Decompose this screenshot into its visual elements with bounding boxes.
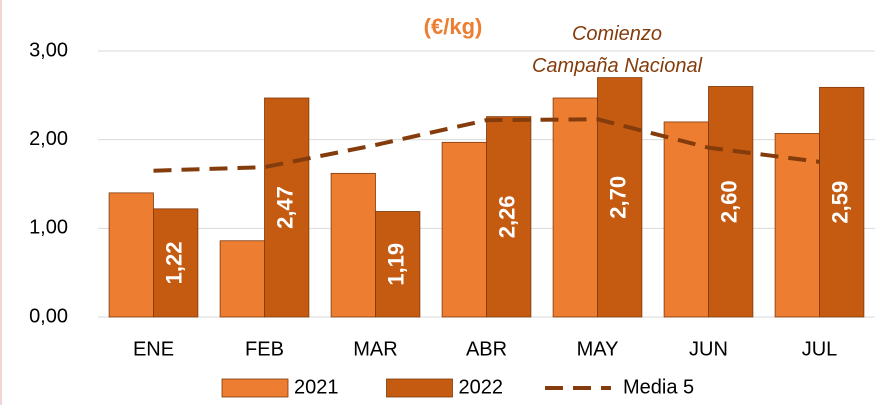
legend-swatch	[386, 378, 453, 398]
x-tick-label: FEB	[245, 338, 284, 360]
bar	[708, 86, 754, 318]
data-label: 1,19	[384, 243, 409, 286]
bar	[330, 172, 376, 318]
chart-title: (€/kg)	[424, 14, 483, 39]
bar	[486, 116, 532, 318]
y-tick-label: 0,00	[29, 305, 68, 327]
bar	[264, 97, 310, 318]
legend-label: 2022	[459, 376, 504, 398]
data-label: 2,26	[495, 195, 520, 238]
data-label: 2,47	[273, 186, 298, 229]
bar	[375, 211, 421, 318]
data-label: 2,59	[828, 181, 853, 224]
x-tick-label: MAY	[577, 338, 619, 360]
legend-swatch	[221, 378, 289, 398]
x-tick-label: ABR	[466, 338, 507, 360]
line	[153, 117, 820, 173]
x-tick-label: ENE	[133, 338, 174, 360]
y-tick-label: 1,00	[29, 217, 68, 239]
bar	[108, 192, 154, 318]
bar	[441, 141, 487, 318]
legend-label: Media 5	[623, 376, 694, 398]
y-tick-label: 3,00	[29, 39, 68, 61]
legend-label: 2021	[294, 376, 339, 398]
bar	[219, 240, 265, 318]
y-tick-label: 2,00	[29, 128, 68, 150]
data-label: 2,70	[606, 176, 631, 219]
bar	[552, 97, 598, 318]
annotation-box: Comienzo Campaña Nacional	[531, 23, 703, 77]
x-tick-label: JUN	[689, 338, 728, 360]
bar	[663, 121, 709, 318]
bar	[597, 77, 643, 318]
bar	[774, 133, 820, 318]
x-tick-label: MAR	[353, 338, 397, 360]
bar	[153, 208, 199, 318]
data-label: 2,60	[717, 180, 742, 223]
bar	[819, 86, 865, 318]
x-tick-label: JUL	[802, 338, 838, 360]
data-label: 1,22	[162, 241, 187, 284]
annotation: Comienzo Campaña Nacional	[531, 23, 703, 77]
